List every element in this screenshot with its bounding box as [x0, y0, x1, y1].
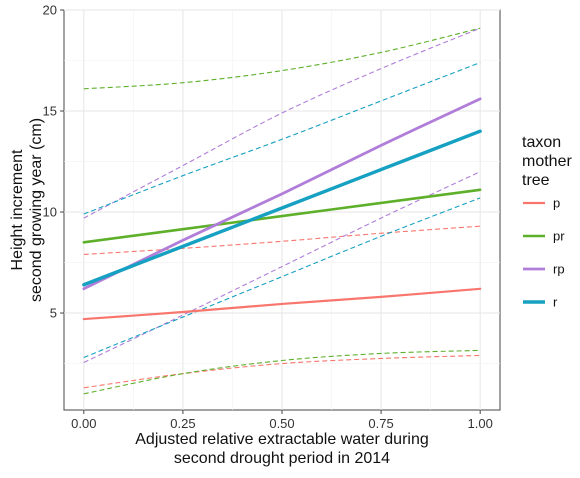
x-tick-label: 1.00: [468, 416, 493, 431]
confidence-band-lines: [83, 27, 481, 395]
x-axis: 0.00 0.25 0.50 0.75 1.00: [71, 410, 493, 431]
y-tick-label: 15: [43, 104, 57, 119]
y-axis-title-line-1: Height increment: [9, 149, 26, 271]
series-p-upper-band-line: [83, 225, 481, 255]
legend-title-line-2: mother: [522, 153, 572, 170]
series-r-lower-band-line: [83, 197, 481, 358]
series-pr-fit-line: [82, 188, 482, 244]
y-axis: 5 10 15 20: [43, 3, 64, 321]
legend-title-line-3: tree: [522, 172, 550, 189]
series-p-lower-band-line: [83, 354, 481, 389]
legend-label-rp: rp: [553, 262, 565, 277]
x-axis-title-line-2: second drought period in 2014: [174, 450, 390, 467]
y-tick-label: 20: [43, 3, 57, 18]
y-tick-label: 5: [50, 306, 57, 321]
series-p-fit-line: [82, 287, 482, 321]
x-tick-label: 0.75: [368, 416, 393, 431]
legend-label-r: r: [553, 295, 558, 310]
legend-label-p: p: [553, 196, 560, 211]
legend: taxon mother tree p pr rp r: [520, 134, 572, 316]
legend-title-line-1: taxon: [522, 134, 561, 151]
series-rp-upper-band-line: [83, 27, 481, 219]
x-tick-label: 0.00: [71, 416, 96, 431]
series-r-upper-band-line: [83, 62, 481, 215]
x-axis-title-line-1: Adjusted relative extractable water duri…: [135, 431, 429, 448]
series-pr-upper-band-line: [83, 27, 481, 90]
legend-keys: p pr rp r: [520, 189, 565, 316]
legend-label-pr: pr: [553, 229, 565, 244]
series-pr-lower-band-line: [83, 349, 481, 395]
y-tick-label: 10: [43, 205, 57, 220]
series-r-fit-line: [82, 129, 482, 287]
series-rp-fit-line: [82, 97, 482, 291]
x-tick-label: 0.50: [269, 416, 294, 431]
x-tick-label: 0.25: [170, 416, 195, 431]
y-axis-title-line-2: second growing year (cm): [28, 118, 45, 302]
fitted-lines: [82, 97, 482, 321]
grid: [64, 9, 500, 410]
series-rp-lower-band-line: [83, 171, 481, 364]
